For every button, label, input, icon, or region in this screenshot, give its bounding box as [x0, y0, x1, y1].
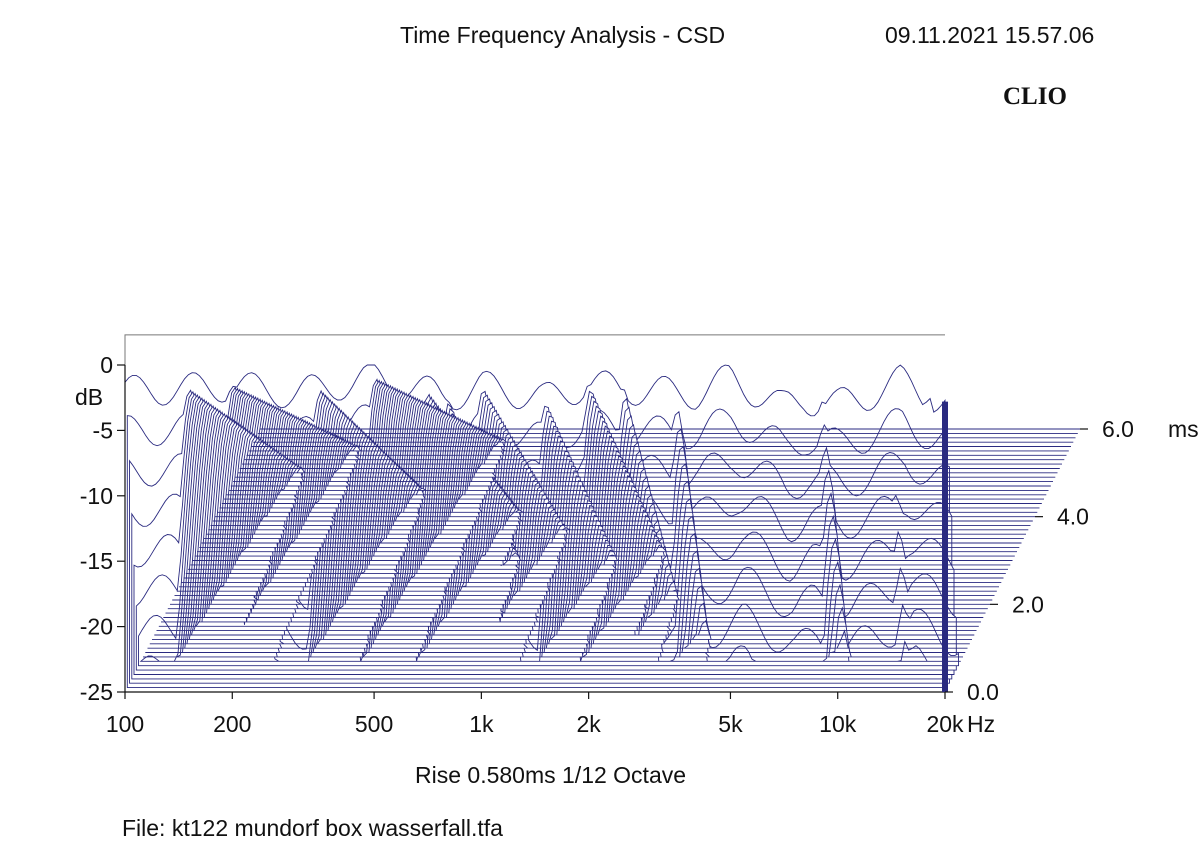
db-tick-label: -5	[93, 417, 113, 443]
freq-tick-label: 500	[355, 711, 393, 737]
decay-slice	[233, 428, 1053, 483]
time-tick-label: 6.0	[1102, 416, 1134, 442]
freq-tick-label: 10k	[819, 711, 857, 737]
decay-slices	[124, 364, 1080, 693]
file-name: File: kt122 mundorf box wasserfall.tfa	[122, 815, 503, 841]
time-tick-label: 0.0	[967, 679, 999, 705]
decay-slice	[228, 426, 1049, 491]
decay-slice	[210, 417, 1031, 526]
decay-slice	[224, 424, 1044, 500]
decay-slice	[217, 420, 1038, 513]
freq-tick-label: 200	[213, 711, 251, 737]
decay-slice	[194, 410, 1015, 557]
decay-slice	[215, 419, 1035, 518]
decay-slice	[226, 425, 1047, 496]
back-wall	[124, 334, 945, 365]
decay-slice	[230, 427, 1051, 487]
freq-tick-label: 20k	[926, 711, 964, 737]
decay-slice	[221, 423, 1042, 504]
freq-tick-label: 2k	[576, 711, 601, 737]
freq-axis-label: Hz	[967, 711, 995, 737]
freq-tick-label: 100	[106, 711, 144, 737]
decay-slice	[244, 433, 1065, 461]
decay-slice	[248, 435, 1069, 452]
clio-logo: CLIO	[1003, 83, 1067, 110]
time-tick-label: 2.0	[1012, 591, 1044, 617]
decay-slice	[212, 418, 1033, 522]
decay-slice	[251, 437, 1071, 447]
time-tick-label: 4.0	[1057, 504, 1089, 530]
time-axis-label: ms	[1168, 416, 1199, 442]
decay-slice	[239, 431, 1060, 469]
decay-slice	[206, 415, 1026, 535]
freq-tick-label: 1k	[469, 711, 494, 737]
decay-slice	[197, 411, 1017, 553]
decay-slice	[235, 429, 1056, 478]
decay-slice	[199, 412, 1020, 548]
decay-slice	[208, 416, 1029, 531]
decay-slice	[246, 434, 1067, 456]
decay-slice	[192, 409, 1013, 561]
decay-slice	[219, 422, 1040, 509]
time-axis: 0.0 2.0 4.0 6.0 ms	[945, 416, 1199, 705]
decay-slice	[203, 414, 1024, 540]
db-tick-label: 0	[100, 352, 113, 378]
db-tick-label: -20	[80, 614, 113, 640]
freq-tick-label: 5k	[718, 711, 743, 737]
db-tick-label: -10	[80, 483, 113, 509]
decay-slice	[201, 413, 1022, 544]
frequency-axis: 100 200 500 1k 2k 5k 10k 20k Hz	[106, 692, 995, 737]
wall-edge	[124, 334, 945, 365]
decay-slice	[242, 432, 1062, 465]
analysis-settings: Rise 0.580ms 1/12 Octave	[415, 762, 687, 788]
timestamp: 09.11.2021 15.57.06	[885, 22, 1095, 48]
decay-slice	[253, 438, 1074, 443]
db-tick-label: -15	[80, 548, 113, 574]
chart-title: Time Frequency Analysis - CSD	[400, 22, 726, 48]
db-axis: 0 -5 -10 -15 -20 -25 dB	[75, 352, 125, 705]
decay-slice	[237, 430, 1058, 474]
axes	[124, 365, 948, 693]
db-tick-label: -25	[80, 679, 113, 705]
db-axis-label: dB	[75, 384, 103, 410]
